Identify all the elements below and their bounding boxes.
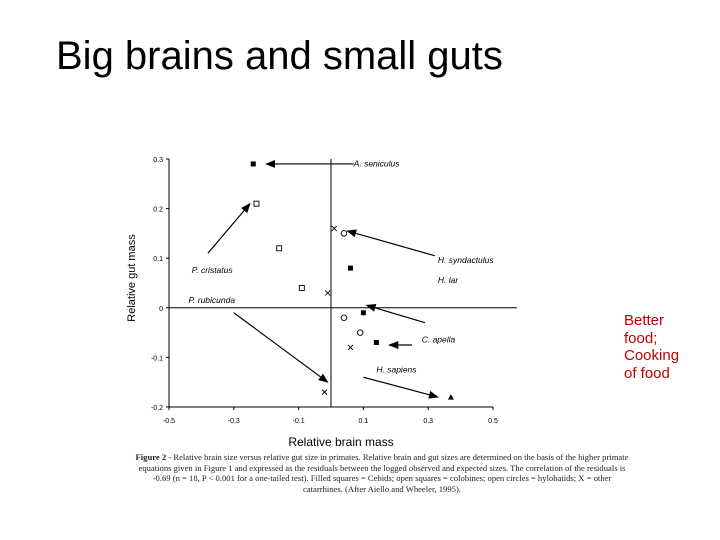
x-tick-label: 0.1 bbox=[359, 418, 369, 425]
side-note-line: Cooking bbox=[624, 347, 680, 364]
point-open-circle bbox=[340, 230, 348, 237]
point-x bbox=[321, 389, 328, 395]
annotation-arrow bbox=[365, 304, 426, 324]
figure-caption: Figure 2 - Relative brain size versus re… bbox=[132, 452, 632, 494]
x-tick-label: 0.3 bbox=[423, 418, 433, 425]
point-filled-triangle bbox=[447, 394, 454, 400]
annotation-arrow bbox=[363, 376, 439, 399]
point-filled-square bbox=[347, 265, 353, 271]
x-tick-label: -0.5 bbox=[163, 418, 175, 425]
point-x bbox=[331, 225, 338, 232]
caption-text: - Relative brain size versus relative gu… bbox=[138, 452, 629, 494]
point-filled-square bbox=[373, 340, 379, 346]
slide-title: Big brains and small guts bbox=[56, 34, 503, 78]
side-note: Better food; Cooking of food bbox=[624, 312, 714, 382]
y-tick-label: -0.2 bbox=[151, 405, 163, 412]
y-axis-label: Relative gut mass bbox=[126, 234, 138, 322]
caption-label: Figure 2 bbox=[135, 452, 167, 462]
species-annotation: H. sapiens bbox=[376, 364, 417, 374]
x-tick-label: -0.3 bbox=[228, 418, 240, 425]
y-tick-label: -0.1 bbox=[151, 355, 163, 362]
point-open-square bbox=[276, 245, 283, 252]
side-note-line: Better bbox=[624, 312, 665, 329]
species-annotation: P. rubicunda bbox=[188, 295, 235, 305]
y-tick-label: 0.3 bbox=[153, 157, 163, 164]
point-open-circle bbox=[356, 329, 364, 336]
x-tick-label: 0.5 bbox=[488, 418, 498, 425]
species-annotation: H. lar bbox=[438, 275, 459, 285]
point-filled-square bbox=[250, 161, 256, 167]
y-tick-label: 0 bbox=[159, 306, 163, 313]
side-note-line: food; bbox=[624, 329, 658, 347]
species-annotation: H. syndactulus bbox=[438, 255, 494, 265]
annotation-arrow bbox=[207, 202, 251, 254]
x-tick-label: -0.1 bbox=[293, 418, 305, 425]
y-tick-label: 0.1 bbox=[153, 256, 163, 263]
point-open-square bbox=[253, 200, 260, 207]
point-x bbox=[324, 290, 331, 296]
annotation-arrow bbox=[346, 229, 435, 257]
annotation-arrow bbox=[233, 312, 329, 383]
point-filled-square bbox=[360, 310, 366, 316]
y-tick-label: 0.2 bbox=[153, 207, 163, 214]
side-note-line: of food bbox=[624, 364, 670, 382]
point-open-square bbox=[298, 285, 305, 291]
species-annotation: A. seniculus bbox=[353, 158, 401, 168]
point-open-circle bbox=[340, 314, 348, 321]
x-axis-label: Relative brain mass bbox=[288, 435, 393, 449]
point-x bbox=[347, 344, 354, 351]
species-annotation: P. cristatus bbox=[192, 265, 234, 275]
species-annotation: C. apella bbox=[422, 335, 456, 345]
